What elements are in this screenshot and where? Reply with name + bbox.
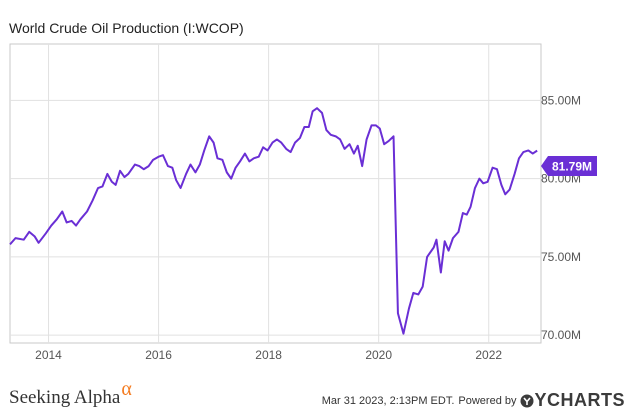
last-value-badge xyxy=(541,156,597,176)
footer-credits: Mar 31 2023, 2:13PM EDT. Powered by YCHA… xyxy=(322,390,625,411)
last-value-layer: 81.79M xyxy=(541,156,597,176)
x-axis: 2014 2016 2018 2020 2022 xyxy=(35,348,502,362)
powered-by-text: Powered by xyxy=(458,394,517,407)
x-tick-label: 2022 xyxy=(475,348,502,362)
grid-layer xyxy=(10,44,541,343)
series-line xyxy=(9,107,538,335)
y-tick-label: 75.00M xyxy=(541,250,581,264)
ycharts-icon xyxy=(520,394,534,407)
x-tick-label: 2014 xyxy=(35,348,62,362)
y-tick-label: 85.00M xyxy=(541,93,581,107)
x-tick-label: 2020 xyxy=(365,348,392,362)
x-tick-label: 2018 xyxy=(255,348,282,362)
x-tick-label: 2016 xyxy=(145,348,172,362)
plot-area xyxy=(9,43,542,344)
last-value-label: 81.79M xyxy=(552,160,592,174)
seeking-alpha-text: Seeking Alpha xyxy=(9,387,121,408)
alpha-symbol: α xyxy=(121,378,132,400)
series-layer xyxy=(9,107,538,335)
ycharts-logo: YCHARTS xyxy=(520,390,625,411)
seeking-alpha-logo: Seeking Alphaα xyxy=(9,378,132,409)
timestamp: Mar 31 2023, 2:13PM EDT. xyxy=(321,394,455,407)
y-tick-label: 70.00M xyxy=(541,328,581,342)
chart-title: World Crude Oil Production (I:WCOP) xyxy=(9,20,244,36)
ycharts-wordmark: YCHARTS xyxy=(534,390,625,410)
